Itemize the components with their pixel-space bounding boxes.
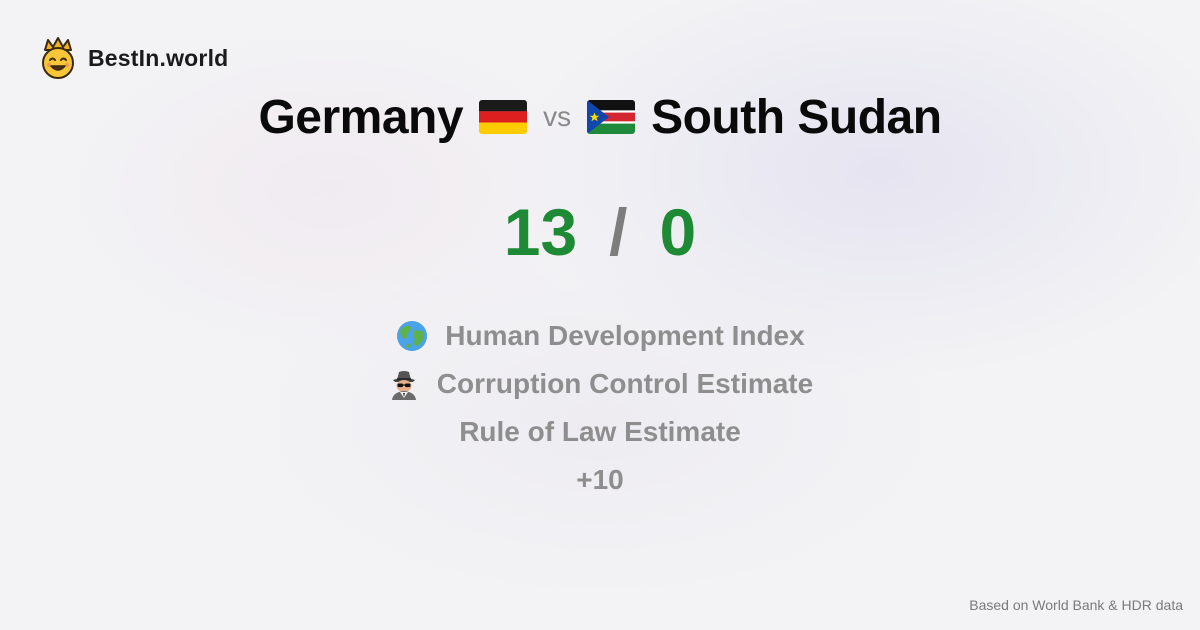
metric-rule-of-law-estimate[interactable]: Rule of Law Estimate — [459, 408, 741, 456]
score-display: 13 / 0 — [0, 192, 1200, 272]
germany-flag-icon — [479, 100, 528, 134]
right-country-name[interactable]: South Sudan — [651, 90, 942, 144]
metric-label: +10 — [576, 464, 624, 495]
data-source-note: Based on World Bank & HDR data — [969, 597, 1183, 613]
brand-name: BestIn.world — [88, 44, 229, 71]
score-separator: / — [609, 195, 628, 269]
vs-label: vs — [543, 101, 572, 132]
brand[interactable]: BestIn.world — [38, 36, 228, 80]
left-country-name[interactable]: Germany — [258, 90, 464, 144]
metric-human-development-index[interactable]: Human Development Index — [395, 312, 805, 360]
detective-icon — [391, 371, 416, 400]
metric-corruption-control-estimate[interactable]: Corruption Control Estimate — [387, 360, 813, 408]
metric-label: Human Development Index — [445, 320, 805, 351]
south-sudan-flag-icon — [587, 100, 636, 134]
metric-label: Corruption Control Estimate — [436, 368, 814, 399]
crowned-smiley-icon — [42, 37, 74, 79]
metric-more-count[interactable]: +10 — [576, 456, 624, 504]
globe-icon — [397, 321, 428, 351]
metrics-list: Human Development Index Corruption Contr… — [0, 312, 1200, 504]
left-score: 13 — [503, 195, 578, 269]
right-score: 0 — [659, 195, 697, 269]
metric-label: Rule of Law Estimate — [459, 416, 741, 447]
country-matchup: Germany vs South Sudan — [0, 84, 1200, 150]
